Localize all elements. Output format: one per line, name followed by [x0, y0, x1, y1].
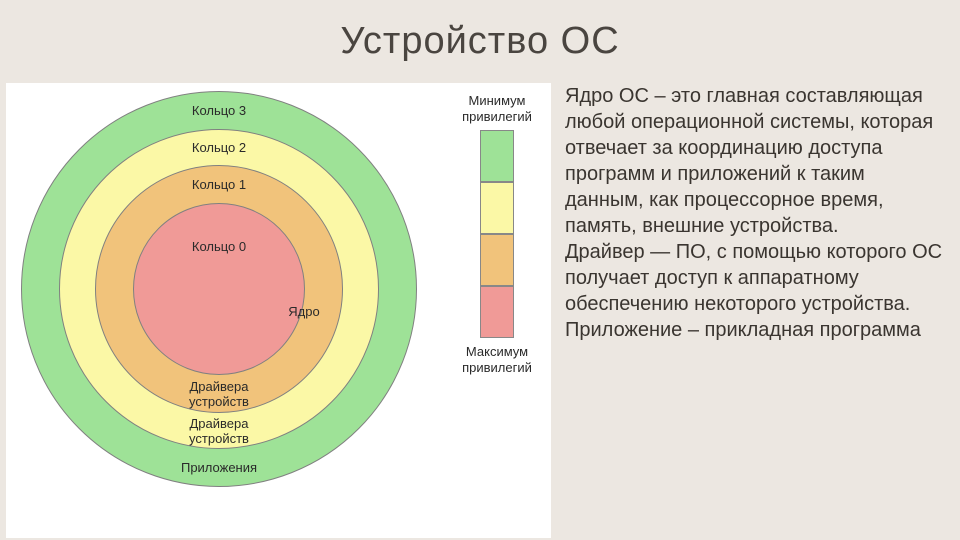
legend-bottom-label: Максимумпривилегий — [448, 344, 546, 375]
ring-2-top-label: Кольцо 1 — [96, 177, 342, 192]
diagram-panel: Кольцо 3 Приложения Кольцо 2 Драйвераустрой… — [6, 83, 551, 538]
ring-3: Кольцо 0Ядро — [133, 203, 305, 375]
rings-container: Кольцо 3 Приложения Кольцо 2 Драйвераустрой… — [21, 91, 417, 487]
legend-swatch-0 — [480, 130, 514, 182]
page-title: Устройство ОС — [0, 0, 960, 71]
legend-swatch-2 — [480, 234, 514, 286]
legend-swatch-3 — [480, 286, 514, 338]
legend-swatch-1 — [480, 182, 514, 234]
legend-swatches — [448, 130, 546, 338]
ring-3-center-label: Ядро — [219, 304, 389, 319]
ring-2-bottom-label: Драйвераустройств — [96, 380, 342, 410]
body-text: Ядро ОС – это главная составляющая любой… — [565, 83, 947, 343]
ring-1-top-label: Кольцо 2 — [60, 140, 378, 155]
ring-0-bottom-label: Приложения — [22, 461, 416, 476]
content-area: Кольцо 3 Приложения Кольцо 2 Драйвераустрой… — [0, 83, 960, 540]
ring-1-bottom-label: Драйвераустройств — [60, 417, 378, 447]
legend-top-label: Минимумпривилегий — [448, 93, 546, 124]
ring-0-top-label: Кольцо 3 — [22, 103, 416, 118]
privilege-legend: Минимумпривилегий Максимумпривилегий — [448, 93, 546, 375]
ring-3-top-label: Кольцо 0 — [134, 239, 304, 254]
